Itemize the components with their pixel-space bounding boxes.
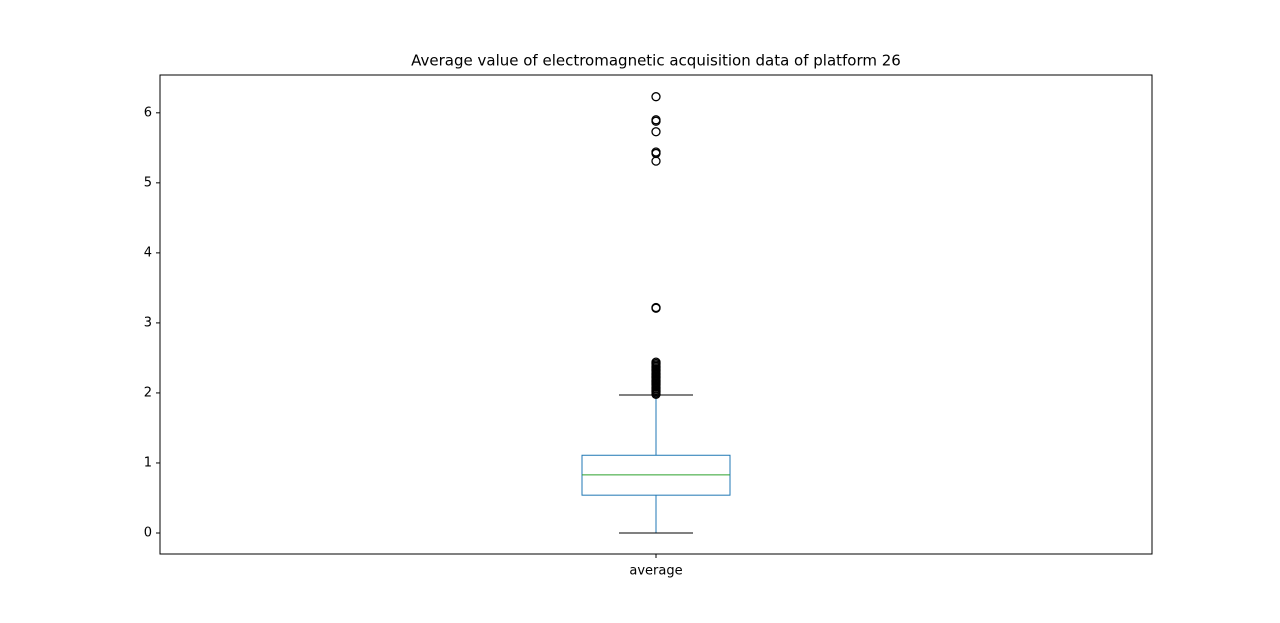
- flier: [651, 389, 661, 399]
- y-tick-label: 4: [144, 245, 152, 260]
- y-tick-label: 5: [144, 175, 152, 190]
- flier: [651, 92, 661, 102]
- flier: [651, 127, 661, 137]
- y-tick-label: 2: [144, 385, 152, 400]
- y-tick-label: 6: [144, 105, 152, 120]
- y-tick-label: 0: [144, 525, 152, 540]
- flier: [651, 303, 661, 313]
- chart-title: Average value of electromagnetic acquisi…: [411, 52, 901, 70]
- x-tick-label: average: [629, 564, 682, 579]
- y-tick-label: 3: [144, 315, 152, 330]
- y-tick-label: 1: [144, 455, 152, 470]
- flier: [651, 156, 661, 166]
- flier: [651, 116, 661, 126]
